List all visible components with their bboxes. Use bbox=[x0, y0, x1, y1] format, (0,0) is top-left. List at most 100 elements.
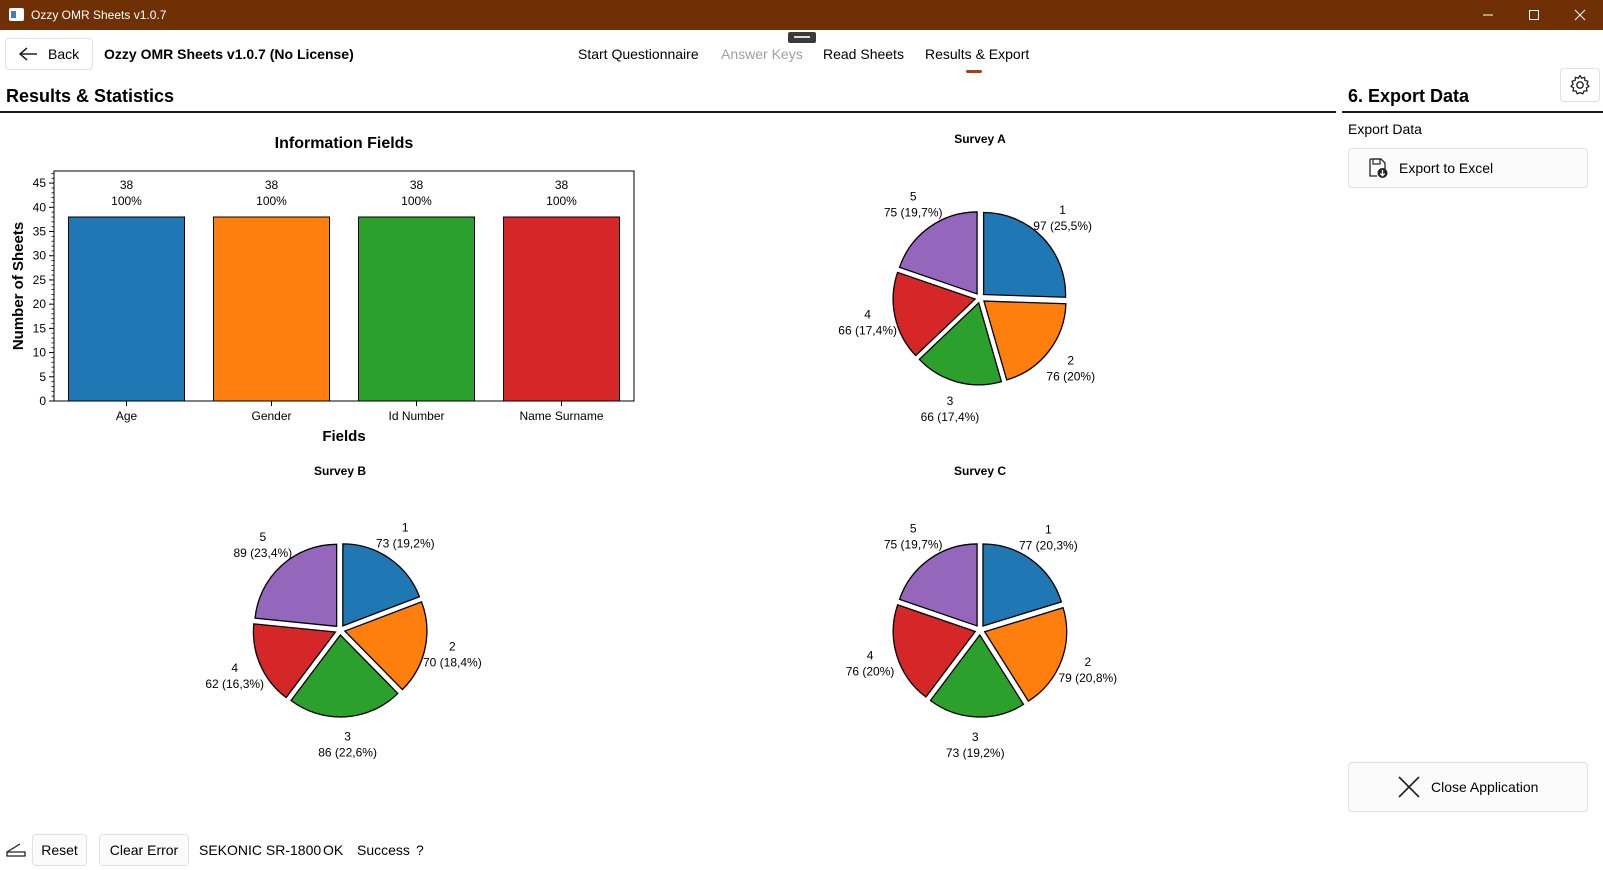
y-tick-label: 45 bbox=[33, 176, 47, 190]
pie-value-label: 75 (19,7%) bbox=[884, 205, 943, 219]
status-bar: Reset Clear Error SEKONIC SR-1800 OK Suc… bbox=[0, 832, 1603, 868]
read-result: Success bbox=[357, 842, 410, 858]
maximize-button[interactable] bbox=[1511, 0, 1557, 30]
clear-error-button[interactable]: Clear Error bbox=[99, 834, 189, 866]
export-to-excel-button[interactable]: Export to Excel bbox=[1348, 148, 1588, 188]
pie-value-label: 76 (20%) bbox=[846, 665, 895, 679]
y-tick-label: 30 bbox=[33, 249, 47, 263]
pie-slice-label: 5 bbox=[910, 521, 917, 535]
x-tick-label: Id Number bbox=[388, 409, 444, 423]
bar-percent-label: 100% bbox=[546, 194, 577, 208]
pie-slice bbox=[983, 300, 1067, 381]
pie-slice bbox=[290, 633, 399, 718]
bar bbox=[213, 216, 330, 402]
pie-value-label: 97 (25,5%) bbox=[1033, 219, 1092, 233]
y-tick-label: 10 bbox=[33, 346, 47, 360]
pie-value-label: 77 (20,3%) bbox=[1019, 539, 1078, 553]
pie-slice bbox=[254, 543, 338, 628]
bar-value-label: 38 bbox=[410, 178, 424, 192]
pie-slice bbox=[983, 606, 1068, 703]
y-tick-label: 40 bbox=[33, 200, 47, 214]
pie-slice bbox=[252, 623, 337, 699]
arrow-left-icon bbox=[18, 47, 37, 61]
pie-slice-label: 2 bbox=[449, 640, 456, 654]
bar-value-label: 38 bbox=[555, 178, 569, 192]
y-tick-label: 0 bbox=[39, 394, 46, 408]
pie-slice-label: 4 bbox=[231, 661, 238, 675]
y-axis-label: Number of Sheets bbox=[10, 222, 27, 350]
y-tick-label: 25 bbox=[33, 273, 47, 287]
scanner-icon bbox=[6, 843, 26, 857]
export-panel-title: 6. Export Data bbox=[1348, 86, 1470, 106]
pie-slice-label: 1 bbox=[402, 520, 409, 534]
bar bbox=[68, 216, 185, 402]
close-x-icon bbox=[1398, 776, 1420, 798]
tab-read-sheets[interactable]: Read Sheets bbox=[823, 46, 904, 62]
close-window-button[interactable] bbox=[1557, 0, 1603, 30]
pie-title: Survey B bbox=[314, 464, 366, 478]
close-application-label: Close Application bbox=[1431, 779, 1539, 795]
device-name: SEKONIC SR-1800 bbox=[199, 842, 322, 858]
pie-slice-label: 5 bbox=[259, 530, 266, 544]
pie-value-label: 86 (22,6%) bbox=[318, 746, 377, 760]
pie-value-label: 73 (19,2%) bbox=[376, 536, 435, 550]
survey-c-chart: Survey C 1 77 (20,3%) 2 79 (20,8%) 3 73 (19,2%… bbox=[846, 464, 1117, 760]
pie-value-label: 89 (23,4%) bbox=[233, 546, 292, 560]
pie-slice bbox=[918, 301, 1003, 386]
plot-frame bbox=[53, 170, 635, 402]
pie-slice-label: 1 bbox=[1045, 523, 1052, 537]
export-divider bbox=[1342, 111, 1603, 113]
y-tick-label: 20 bbox=[33, 297, 47, 311]
settings-button[interactable] bbox=[1560, 68, 1600, 102]
minimize-button[interactable] bbox=[1465, 0, 1511, 30]
close-icon bbox=[1574, 9, 1586, 21]
drag-handle[interactable] bbox=[788, 32, 816, 43]
reset-button[interactable]: Reset bbox=[32, 834, 87, 866]
bar-value-label: 38 bbox=[120, 178, 134, 192]
pie-value-label: 62 (16,3%) bbox=[205, 677, 264, 691]
window-title: Ozzy OMR Sheets v1.0.7 bbox=[31, 8, 167, 22]
app-heading: Ozzy OMR Sheets v1.0.7 (No License) bbox=[104, 46, 354, 62]
bar-percent-label: 100% bbox=[401, 194, 432, 208]
help-link[interactable]: ? bbox=[416, 842, 424, 858]
pie-slice bbox=[898, 211, 978, 295]
y-tick-label: 15 bbox=[33, 321, 47, 335]
survey-a-chart: Survey A 1 97 (25,5%) 2 76 (20%) 3 66 (17,4%) 4… bbox=[838, 132, 1095, 424]
bar-value-label: 38 bbox=[265, 178, 279, 192]
pie-slice-label: 3 bbox=[344, 730, 351, 744]
pie-slice bbox=[342, 543, 421, 627]
bar-percent-label: 100% bbox=[256, 194, 287, 208]
pie-slice-label: 2 bbox=[1067, 354, 1074, 368]
results-divider bbox=[0, 111, 1336, 113]
title-bar: Ozzy OMR Sheets v1.0.7 bbox=[0, 0, 1603, 30]
pie-slice-label: 1 bbox=[1059, 203, 1066, 217]
close-application-button[interactable]: Close Application bbox=[1348, 762, 1588, 812]
pie-value-label: 73 (19,2%) bbox=[946, 746, 1005, 760]
back-button[interactable]: Back bbox=[5, 38, 93, 70]
back-label: Back bbox=[48, 46, 80, 62]
pie-slice-label: 3 bbox=[947, 394, 954, 408]
gear-icon bbox=[1570, 74, 1590, 95]
pie-slice bbox=[898, 543, 978, 627]
information-fields-chart: Information Fields 0 5 10 15 20 25 30 35 40 45 38 10… bbox=[10, 135, 635, 445]
survey-b-chart: Survey B 1 73 (19,2%) 2 70 (18,4%) 3 86 (22,6%… bbox=[205, 464, 481, 760]
tab-results-export[interactable]: Results & Export bbox=[925, 46, 1030, 62]
x-tick-label: Gender bbox=[251, 409, 291, 423]
x-tick-label: Age bbox=[116, 409, 138, 423]
pie-value-label: 75 (19,7%) bbox=[884, 537, 943, 551]
bar bbox=[503, 216, 620, 402]
x-tick-label: Name Surname bbox=[519, 409, 603, 423]
pie-slice-label: 4 bbox=[867, 649, 874, 663]
y-tick-label: 35 bbox=[33, 225, 47, 239]
minimize-icon bbox=[1483, 14, 1493, 16]
pie-value-label: 66 (17,4%) bbox=[921, 410, 980, 424]
save-export-icon bbox=[1369, 158, 1388, 178]
pie-slice bbox=[343, 601, 428, 691]
maximize-icon bbox=[1529, 10, 1539, 20]
tab-start-questionnaire[interactable]: Start Questionnaire bbox=[578, 46, 699, 62]
x-axis-label: Fields bbox=[322, 428, 365, 445]
device-state: OK bbox=[323, 842, 344, 858]
pie-slice bbox=[929, 633, 1025, 718]
tab-answer-keys[interactable]: Answer Keys bbox=[721, 46, 803, 62]
results-title: Results & Statistics bbox=[6, 86, 175, 106]
